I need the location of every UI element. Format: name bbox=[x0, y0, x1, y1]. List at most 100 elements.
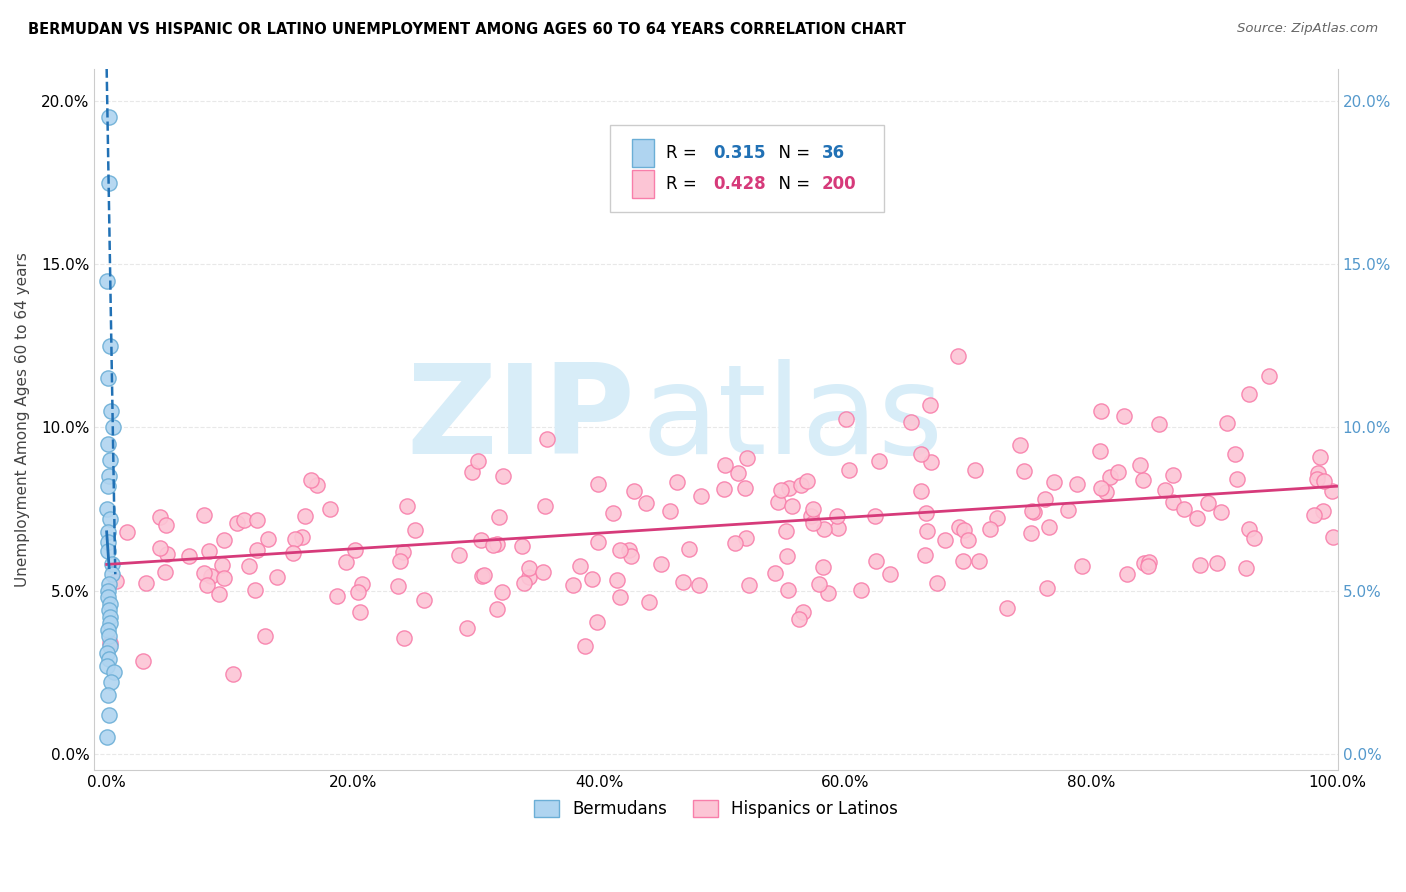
Point bbox=[536, 432, 558, 446]
Point bbox=[1147, 417, 1170, 431]
Point bbox=[299, 473, 322, 487]
Point bbox=[491, 585, 513, 599]
Point bbox=[392, 631, 415, 645]
Point bbox=[343, 543, 366, 558]
Point bbox=[456, 621, 478, 635]
Text: N =: N = bbox=[768, 175, 815, 194]
Point bbox=[97, 544, 120, 558]
Point bbox=[531, 565, 554, 579]
Point bbox=[1237, 522, 1260, 536]
Point bbox=[1071, 558, 1094, 573]
Point bbox=[461, 466, 484, 480]
Point bbox=[963, 463, 986, 477]
Point bbox=[101, 420, 124, 434]
Point bbox=[470, 533, 492, 548]
Point bbox=[1320, 483, 1343, 498]
Point bbox=[238, 559, 260, 574]
Point bbox=[775, 524, 797, 538]
Text: R =: R = bbox=[666, 175, 703, 194]
Point bbox=[98, 639, 121, 653]
Point bbox=[96, 274, 118, 288]
Point bbox=[792, 605, 814, 619]
Point bbox=[307, 478, 329, 492]
Point bbox=[471, 569, 494, 583]
Point bbox=[879, 566, 901, 581]
Point bbox=[319, 502, 342, 516]
Point bbox=[253, 629, 276, 643]
Point bbox=[98, 339, 121, 353]
Point bbox=[198, 544, 221, 558]
Point bbox=[97, 623, 120, 637]
Point bbox=[851, 583, 873, 598]
Point bbox=[827, 521, 849, 535]
Point bbox=[347, 584, 370, 599]
Point bbox=[865, 554, 887, 568]
Point bbox=[787, 612, 810, 626]
Point bbox=[1306, 466, 1329, 480]
Point bbox=[1312, 504, 1334, 518]
Point bbox=[294, 508, 316, 523]
Point bbox=[1322, 530, 1344, 544]
Point bbox=[519, 561, 541, 575]
Point bbox=[569, 559, 592, 574]
Point bbox=[284, 533, 307, 547]
Point bbox=[1173, 501, 1195, 516]
Point bbox=[803, 516, 825, 530]
Point bbox=[97, 629, 120, 643]
Point bbox=[486, 537, 509, 551]
Point bbox=[1136, 559, 1159, 574]
Point bbox=[1098, 470, 1121, 484]
Point bbox=[226, 516, 249, 530]
Point bbox=[688, 578, 710, 592]
Point bbox=[1216, 416, 1239, 430]
Point bbox=[156, 547, 179, 561]
Point bbox=[1206, 556, 1229, 570]
Point bbox=[650, 557, 672, 571]
Point bbox=[97, 534, 120, 549]
Point bbox=[666, 475, 689, 489]
Text: Source: ZipAtlas.com: Source: ZipAtlas.com bbox=[1237, 22, 1378, 36]
Point bbox=[404, 523, 426, 537]
Point bbox=[948, 520, 970, 534]
Text: ZIP: ZIP bbox=[406, 359, 636, 480]
Point bbox=[97, 688, 120, 702]
Point bbox=[1035, 491, 1057, 506]
Point bbox=[98, 577, 121, 591]
Point bbox=[1234, 561, 1257, 575]
Point bbox=[1021, 504, 1043, 518]
Point bbox=[658, 504, 681, 518]
Point bbox=[534, 499, 557, 513]
Point bbox=[763, 566, 786, 581]
Point bbox=[1038, 520, 1060, 534]
Point bbox=[917, 524, 939, 538]
Point bbox=[98, 512, 121, 526]
Point bbox=[96, 658, 118, 673]
Point bbox=[100, 404, 122, 418]
Point bbox=[155, 518, 177, 533]
Point bbox=[395, 499, 418, 513]
Point bbox=[132, 654, 155, 668]
Text: R =: R = bbox=[666, 144, 703, 161]
Point bbox=[738, 578, 761, 592]
Point bbox=[153, 565, 176, 579]
Point bbox=[149, 510, 172, 524]
Point bbox=[934, 533, 956, 547]
Point bbox=[232, 513, 254, 527]
Point bbox=[115, 525, 138, 540]
Point bbox=[800, 509, 823, 524]
Point bbox=[472, 568, 495, 582]
Point bbox=[387, 579, 409, 593]
Point bbox=[910, 483, 932, 498]
Point bbox=[467, 454, 489, 468]
Point bbox=[1132, 556, 1154, 570]
Point bbox=[352, 577, 374, 591]
Point bbox=[952, 554, 974, 568]
Point bbox=[335, 555, 357, 569]
Point bbox=[920, 455, 942, 469]
Point bbox=[512, 576, 534, 591]
Point bbox=[135, 575, 157, 590]
Point bbox=[778, 481, 800, 495]
Point bbox=[96, 731, 118, 745]
Point bbox=[97, 652, 120, 666]
Point bbox=[769, 483, 792, 497]
